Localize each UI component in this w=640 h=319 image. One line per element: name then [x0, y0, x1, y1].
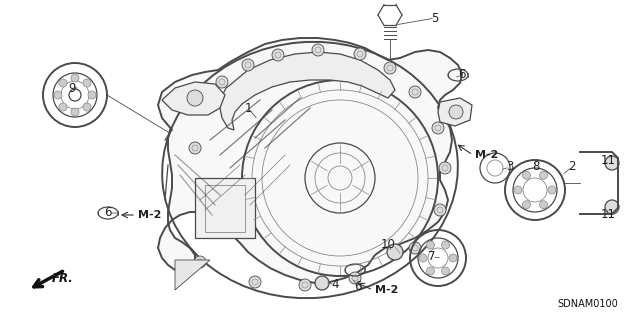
Polygon shape	[220, 52, 395, 130]
Text: 1: 1	[244, 101, 252, 115]
Circle shape	[605, 156, 619, 170]
Text: M-2: M-2	[138, 210, 161, 220]
Circle shape	[434, 204, 446, 216]
Circle shape	[522, 201, 531, 209]
Circle shape	[59, 79, 67, 87]
Text: 9: 9	[68, 81, 76, 94]
Circle shape	[88, 91, 96, 99]
Circle shape	[71, 74, 79, 82]
Polygon shape	[158, 38, 462, 283]
Circle shape	[349, 272, 361, 284]
Circle shape	[242, 59, 254, 71]
Circle shape	[426, 241, 435, 249]
Circle shape	[426, 267, 435, 275]
Circle shape	[299, 279, 311, 291]
Circle shape	[432, 122, 444, 134]
Circle shape	[189, 142, 201, 154]
Text: M-2: M-2	[375, 285, 398, 295]
Text: M-2: M-2	[475, 150, 499, 160]
Text: 6: 6	[104, 206, 112, 219]
Text: FR.: FR.	[52, 271, 74, 285]
Circle shape	[216, 76, 228, 88]
Circle shape	[387, 244, 403, 260]
Text: SDNAM0100: SDNAM0100	[557, 299, 618, 309]
Circle shape	[548, 186, 556, 194]
Circle shape	[449, 254, 457, 262]
Text: 7: 7	[428, 250, 436, 263]
Circle shape	[540, 201, 547, 209]
Polygon shape	[438, 98, 472, 126]
Circle shape	[409, 86, 421, 98]
Text: 6: 6	[355, 280, 362, 293]
Circle shape	[449, 105, 463, 119]
Circle shape	[312, 44, 324, 56]
Polygon shape	[175, 260, 210, 290]
Text: 8: 8	[532, 160, 540, 174]
Text: 2: 2	[568, 160, 576, 174]
Circle shape	[194, 256, 206, 268]
Text: 6: 6	[458, 69, 466, 81]
Circle shape	[384, 62, 396, 74]
Polygon shape	[162, 82, 225, 115]
Text: 4: 4	[332, 278, 339, 292]
Circle shape	[439, 162, 451, 174]
Circle shape	[71, 108, 79, 116]
Circle shape	[514, 186, 522, 194]
Circle shape	[540, 171, 547, 179]
Circle shape	[442, 267, 449, 275]
Circle shape	[83, 79, 91, 87]
Text: 10: 10	[381, 238, 396, 250]
Circle shape	[522, 171, 531, 179]
Circle shape	[272, 49, 284, 61]
Text: 5: 5	[431, 11, 438, 25]
Circle shape	[187, 90, 203, 106]
Circle shape	[249, 276, 261, 288]
Circle shape	[54, 91, 62, 99]
Circle shape	[315, 276, 329, 290]
Circle shape	[605, 200, 619, 214]
Circle shape	[419, 254, 427, 262]
Polygon shape	[195, 178, 255, 238]
Circle shape	[83, 103, 91, 111]
Circle shape	[442, 241, 449, 249]
Text: 11: 11	[600, 153, 616, 167]
Text: 11: 11	[600, 209, 616, 221]
Text: 3: 3	[506, 160, 514, 174]
Circle shape	[59, 103, 67, 111]
Circle shape	[354, 48, 366, 60]
Circle shape	[409, 242, 421, 254]
